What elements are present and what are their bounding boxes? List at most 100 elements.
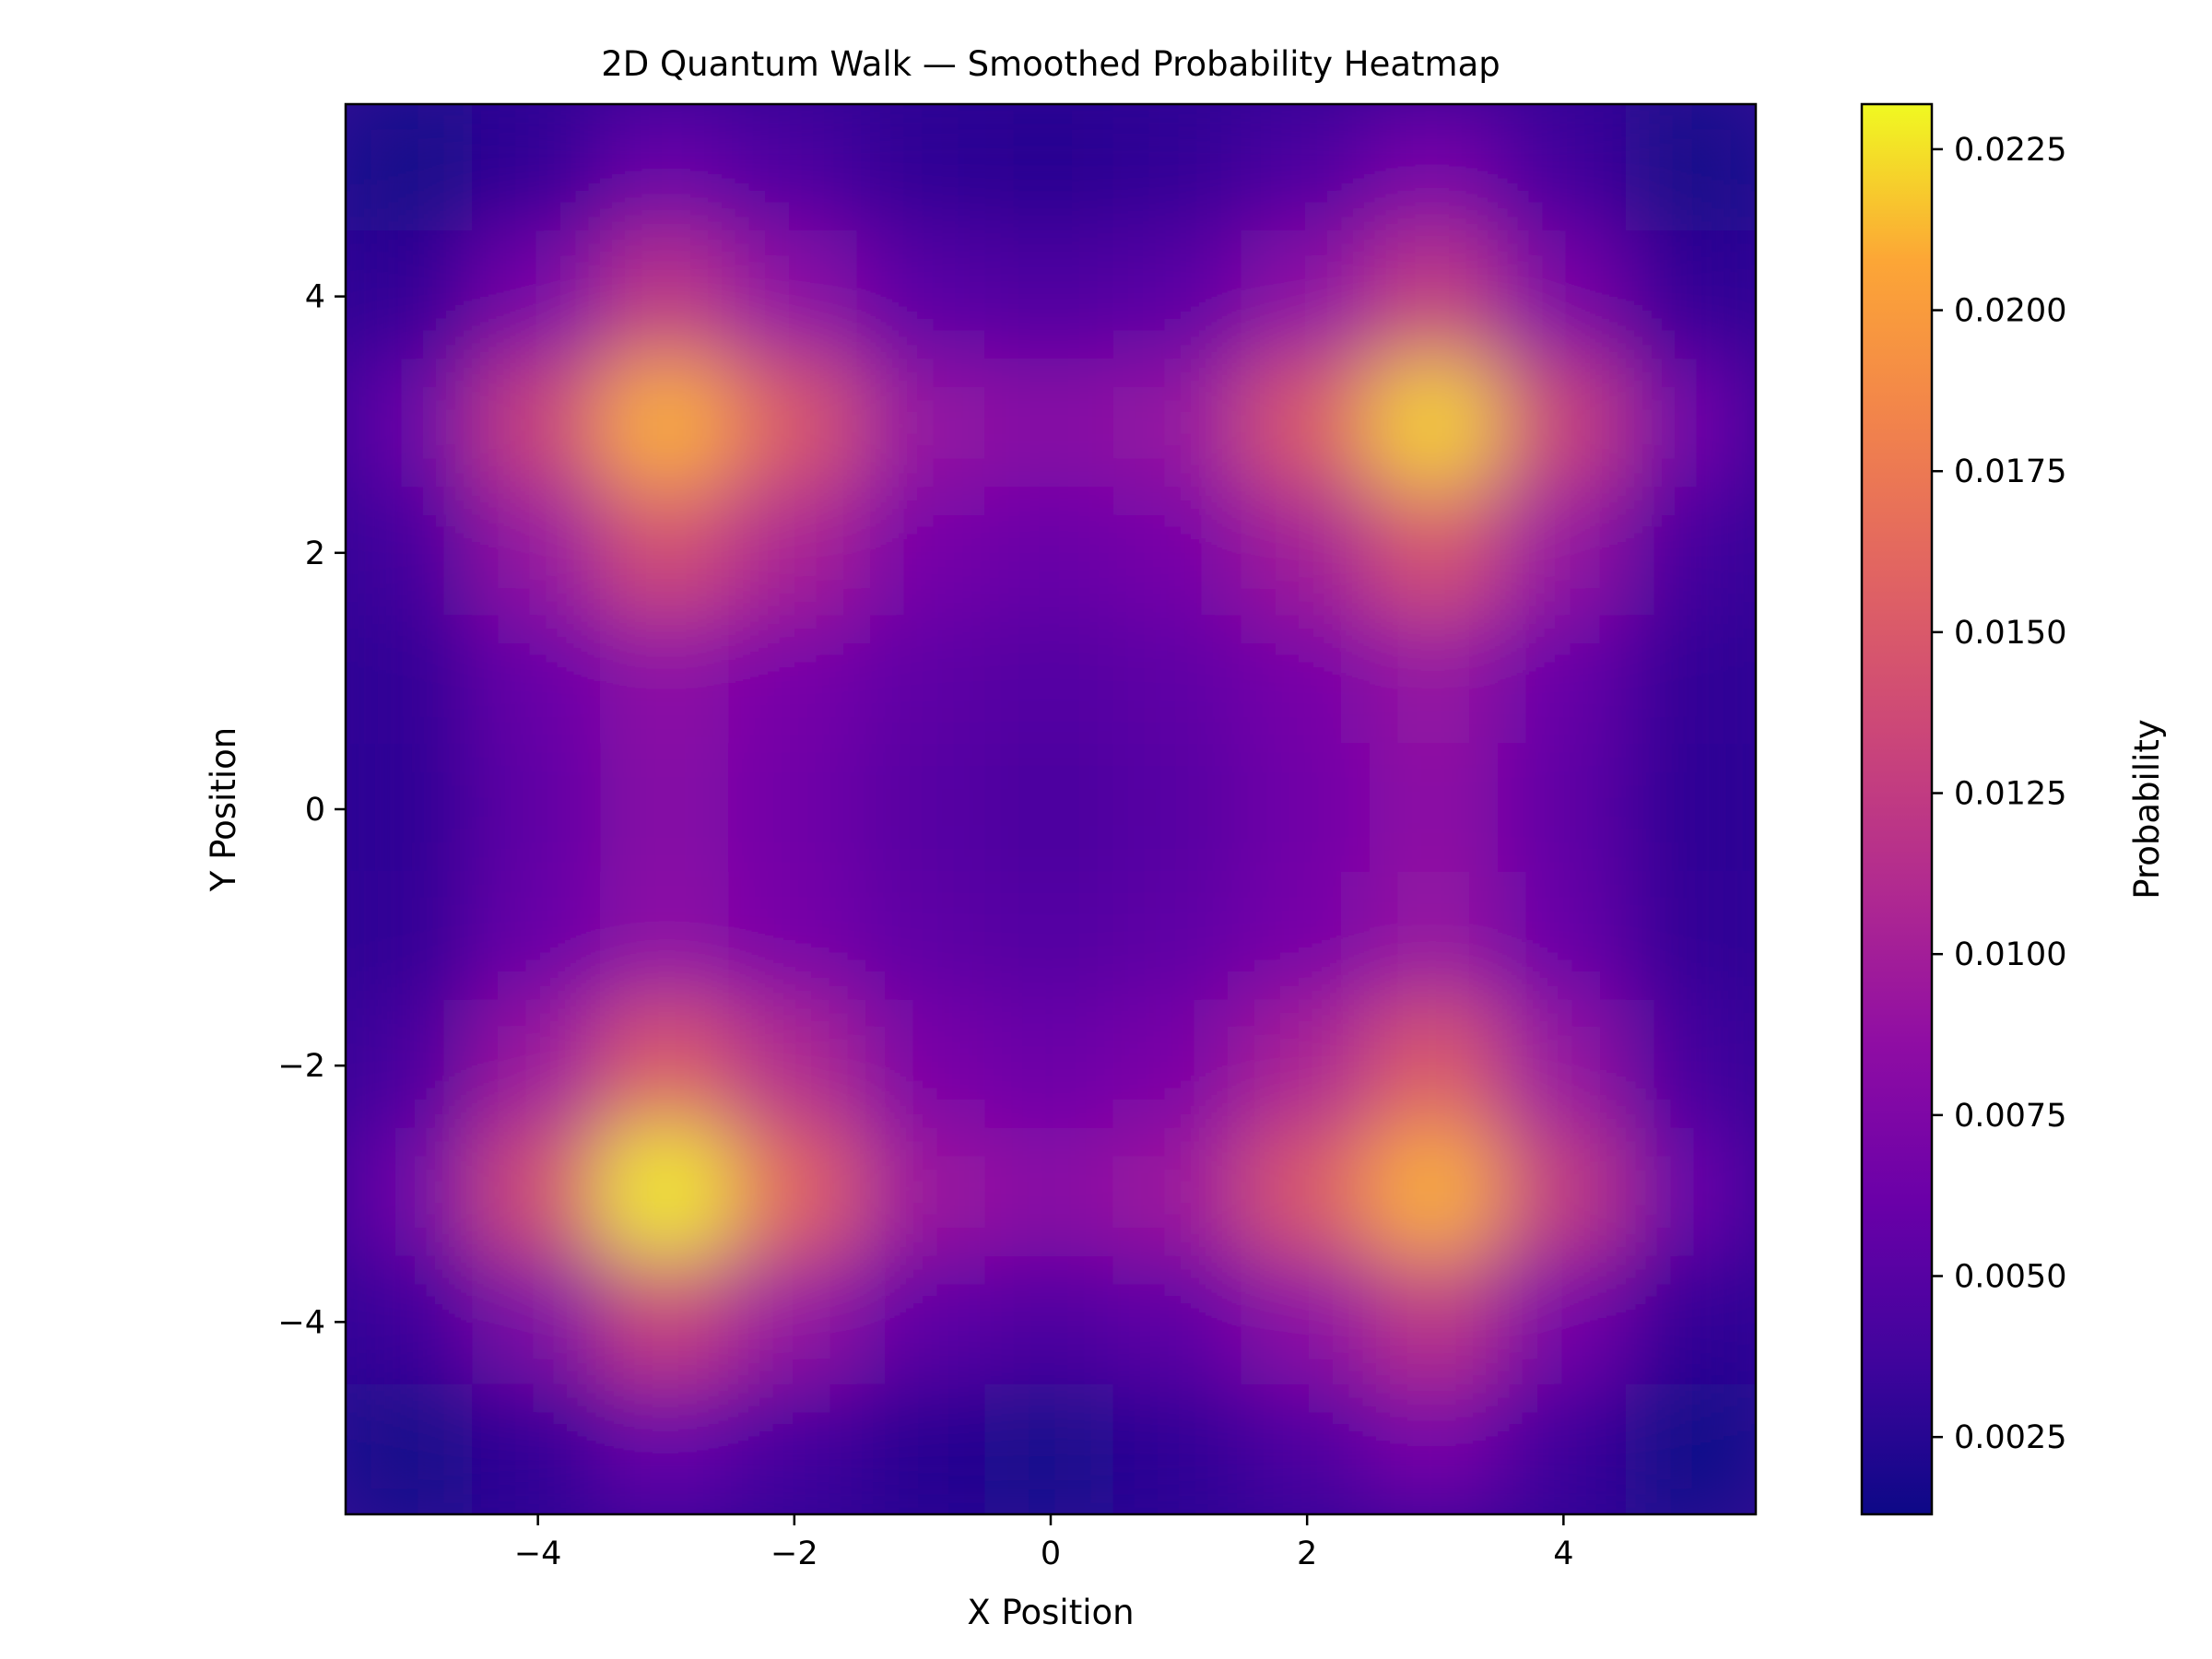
heatmap-cell: [1241, 1255, 1373, 1388]
heatmap-cell: [472, 1127, 605, 1260]
colorbar-tick-label: 0.0175: [1954, 453, 2066, 490]
heatmap-cell: [1369, 487, 1501, 619]
heatmap-cell: [1369, 1127, 1501, 1260]
heatmap-cell: [1112, 871, 1245, 1004]
colorbar-ticks: 0.0025 0.0050 0.0075 0.0100 0.0125 0.0150 0.01…: [1932, 132, 2066, 1456]
heatmap-cell: [346, 1255, 477, 1388]
heatmap-cell: [1369, 1383, 1501, 1514]
y-tick-label: −2: [277, 1048, 325, 1085]
heatmap-cell: [728, 230, 861, 363]
heatmap-cell: [600, 743, 733, 876]
colorbar-tick-label: 0.0150: [1954, 615, 2066, 652]
heatmap-cell: [856, 615, 989, 747]
heatmap-cell: [600, 1255, 733, 1388]
y-axis-label: Y Position: [204, 727, 243, 892]
heatmap-cell: [346, 359, 477, 491]
x-axis-label: X Position: [967, 1593, 1134, 1632]
heatmap-cell: [1241, 871, 1373, 1004]
heatmap-plot-area: [346, 104, 1756, 1514]
heatmap-cell: [856, 1383, 989, 1514]
heatmap-cell: [1625, 871, 1756, 1004]
heatmap-cell: [346, 230, 477, 363]
heatmap-cell: [472, 104, 605, 235]
heatmap-cell: [1625, 487, 1756, 619]
colorbar-gradient: [1860, 102, 1934, 1516]
heatmap-cell: [1497, 1127, 1630, 1260]
colorbar-tick-label: 0.0200: [1954, 293, 2066, 330]
heatmap-cell: [600, 1383, 733, 1514]
heatmap-cell: [1112, 104, 1245, 235]
heatmap-cell: [856, 1255, 989, 1388]
heatmap-cell: [1112, 1383, 1245, 1514]
heatmap-cell: [472, 1383, 605, 1514]
heatmap-cell: [472, 615, 605, 747]
heatmap-cell: [600, 487, 733, 619]
heatmap-cell: [1241, 1383, 1373, 1514]
colorbar-tick-label: 0.0050: [1954, 1259, 2066, 1296]
heatmap-cell: [346, 1383, 477, 1514]
heatmap-cell: [472, 871, 605, 1004]
colorbar-tick-label: 0.0075: [1954, 1098, 2066, 1135]
heatmap-cell: [984, 743, 1117, 876]
x-tick-label: 2: [1297, 1535, 1317, 1572]
x-tick-label: −2: [771, 1535, 818, 1572]
heatmap-cell: [984, 1127, 1117, 1260]
y-tick-label: 2: [305, 535, 325, 572]
heatmap-cell: [1241, 743, 1373, 876]
heatmap-cell: [1625, 999, 1756, 1132]
heatmap-cell: [346, 743, 477, 876]
heatmap-cell: [1112, 999, 1245, 1132]
heatmap-cell: [984, 104, 1117, 235]
heatmap-cell: [472, 487, 605, 619]
heatmap-cell: [1112, 743, 1245, 876]
heatmap-cell: [728, 104, 861, 235]
heatmap-cell: [1112, 359, 1245, 491]
heatmap-cell: [346, 871, 477, 1004]
colorbar-tick-label: 0.0025: [1954, 1419, 2066, 1456]
heatmap-cell: [856, 999, 989, 1132]
heatmap-cell: [1369, 230, 1501, 363]
y-axis-ticks: −4 −2 0 2 4: [277, 279, 346, 1341]
heatmap-cell: [1369, 743, 1501, 876]
heatmap-cell: [984, 359, 1117, 491]
heatmap-cell: [1369, 1255, 1501, 1388]
heatmap-cell: [1497, 359, 1630, 491]
heatmap-cell: [728, 1383, 861, 1514]
heatmap-cell: [1625, 359, 1756, 491]
x-tick-label: 0: [1041, 1535, 1061, 1572]
heatmap-cell: [856, 359, 989, 491]
heatmap-cell: [1241, 359, 1373, 491]
heatmap-cell: [1497, 615, 1630, 747]
heatmap-cell: [1625, 1127, 1756, 1260]
heatmap-cell: [346, 104, 477, 235]
heatmap-cell: [856, 743, 989, 876]
heatmap-cell: [1241, 230, 1373, 363]
heatmap-cell: [1112, 1127, 1245, 1260]
heatmap-cell: [984, 1255, 1117, 1388]
heatmap-cell: [984, 1383, 1117, 1514]
heatmap-cell: [1497, 104, 1630, 235]
heatmap-cell: [1497, 230, 1630, 363]
heatmap-cell: [728, 999, 861, 1132]
heatmap-cell: [728, 615, 861, 747]
colorbar-tick-label: 0.0125: [1954, 776, 2066, 813]
heatmap-cell: [728, 359, 861, 491]
heatmap-cell: [346, 1127, 477, 1260]
heatmap-cell: [1369, 999, 1501, 1132]
heatmap-cell: [1497, 1383, 1630, 1514]
heatmap-cell: [1241, 104, 1373, 235]
chart-title: 2D Quantum Walk — Smoothed Probability H…: [601, 44, 1500, 84]
heatmap-cell: [600, 104, 733, 235]
heatmap-cell: [984, 871, 1117, 1004]
colorbar-tick-label: 0.0225: [1954, 132, 2066, 169]
heatmap-cell: [472, 1255, 605, 1388]
heatmap-cell: [600, 230, 733, 363]
heatmap-cell: [1625, 104, 1756, 235]
heatmap-cell: [984, 487, 1117, 619]
heatmap-cell: [1625, 743, 1756, 876]
heatmap-cell: [1625, 1383, 1756, 1514]
colorbar: 0.0025 0.0050 0.0075 0.0100 0.0125 0.0150 0.01…: [1860, 102, 2167, 1516]
heatmap-cell: [1112, 487, 1245, 619]
heatmap-cell: [856, 487, 989, 619]
heatmap-cell: [856, 230, 989, 363]
